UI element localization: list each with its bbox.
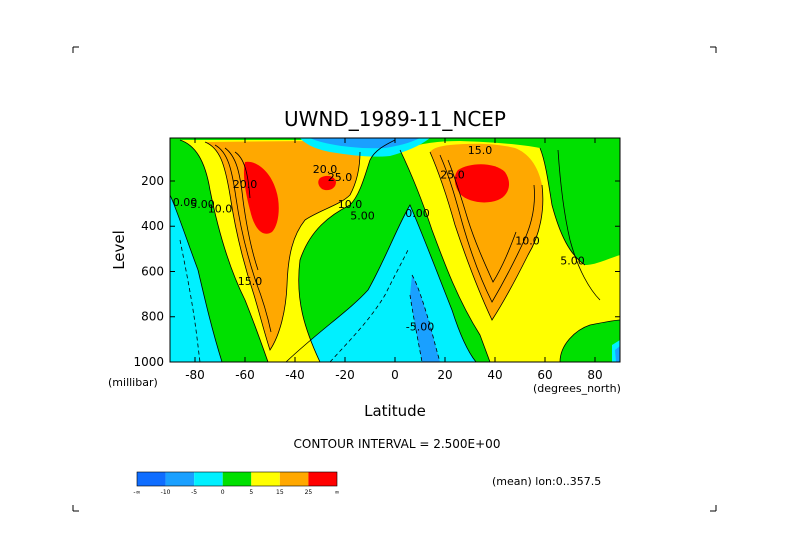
mean-note: (mean) lon:0..357.5: [492, 475, 601, 488]
colorbar-label: 25: [305, 489, 313, 496]
colorbar-label: -10: [161, 489, 171, 496]
x-tick-label: -20: [335, 368, 355, 382]
contour-label: 20.0: [313, 163, 338, 176]
colorbar-swatch: [194, 472, 223, 486]
frame-corner-top-left: [72, 46, 79, 53]
contour-interval-text: CONTOUR INTERVAL = 2.500E+00: [294, 437, 501, 451]
x-tick-label: 80: [587, 368, 602, 382]
contour-label: -5.00: [406, 320, 434, 333]
contour-label: 0.00: [173, 196, 198, 209]
colorbar-swatch: [222, 472, 252, 486]
colorbar-label: ∞: [335, 489, 340, 496]
field-fill-blue-tropical: [410, 275, 440, 362]
contour-label: 10.0: [208, 203, 233, 216]
contour-label: 25.0: [328, 171, 353, 184]
contour-label: 5.00: [190, 198, 215, 211]
field-fill-blue-top: [310, 138, 420, 149]
field-fill-red-south: [243, 161, 279, 234]
field-fill-red-north: [454, 164, 510, 203]
colorbar-label: 0: [221, 489, 225, 496]
frame-corner-bottom-left: [72, 505, 79, 512]
contour-label: 25.0: [440, 169, 465, 182]
x-tick-label: -60: [235, 368, 255, 382]
field-fill-blue-north-pole: [615, 346, 620, 362]
y-tick-label: 1000: [133, 355, 164, 369]
field-fill-cyan-south: [170, 195, 222, 362]
contour-label: 5.00: [560, 255, 585, 268]
field-fill-orange-south: [205, 141, 360, 350]
x-tick-label: 20: [437, 368, 452, 382]
colorbar-label: 5: [249, 489, 253, 496]
y-tick-label: 600: [141, 264, 164, 278]
colorbar-swatch: [165, 472, 195, 486]
frame-corner-bottom-right: [710, 505, 717, 512]
contour-label: 5.00: [350, 209, 375, 222]
y-unit-label: (millibar): [108, 376, 158, 389]
y-tick-label: 400: [141, 219, 164, 233]
y-tick-label: 200: [141, 174, 164, 188]
x-tick-label: 0: [391, 368, 399, 382]
x-tick-label: 60: [537, 368, 552, 382]
contour-label: 10.0: [338, 198, 363, 211]
x-tick-label: -80: [185, 368, 205, 382]
colorbar-label: -5: [191, 489, 197, 496]
colorbar-border: [136, 471, 338, 487]
contour-label: 15.0: [468, 144, 493, 157]
x-tick-label: -40: [285, 368, 305, 382]
colorbar-swatch: [137, 472, 166, 486]
y-tick-label: 800: [141, 310, 164, 324]
contour-label: 20.0: [233, 178, 258, 191]
x-tick-label: 40: [487, 368, 502, 382]
plot-area: [170, 138, 620, 362]
field-fill-red-south-subtropical: [318, 175, 336, 191]
x-axis-label: Latitude: [364, 402, 426, 420]
colorbar-label: -∞: [133, 489, 140, 496]
contour-lines: [170, 139, 620, 362]
x-axis: -80 -60 -40 -20 0 20 40 60 80: [185, 138, 603, 382]
colorbar-swatch: [279, 472, 309, 486]
x-unit-label: (degrees_north): [533, 382, 621, 395]
contour-labels: 20.025.010.05.000.005.0010.020.015.00.00…: [173, 144, 585, 333]
contour-label: 15.0: [238, 275, 263, 288]
y-axis-label: Level: [110, 230, 128, 270]
colorbar: -∞ -10 -5 0 5 15 25 ∞: [133, 471, 340, 496]
colorbar-swatch: [251, 472, 280, 486]
colorbar-swatch: [308, 472, 337, 486]
negative-contour-lines: [179, 239, 441, 362]
y-axis: 200 400 600 800 1000: [133, 174, 620, 369]
frame-corner-top-right: [710, 46, 717, 53]
contour-label: 10.0: [515, 234, 540, 247]
chart-title: UWND_1989-11_NCEP: [284, 107, 506, 131]
colorbar-label: 15: [276, 489, 284, 496]
contour-label: 0.00: [405, 207, 430, 220]
